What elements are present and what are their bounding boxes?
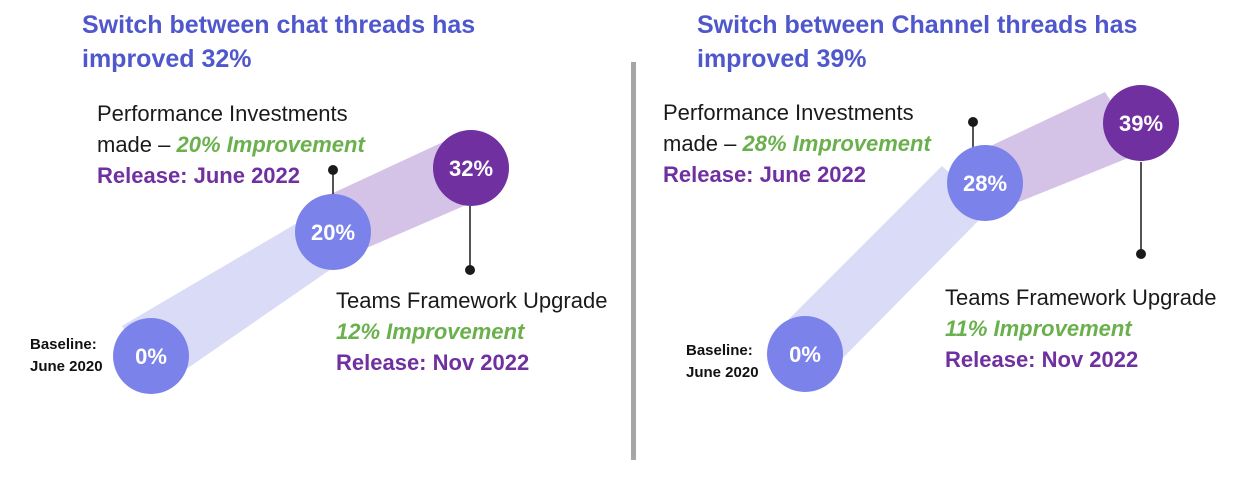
baseline-label-line1: Baseline:	[686, 342, 753, 359]
channel-threads-panel: Switch between Channel threads has impro…	[645, 0, 1248, 487]
investment-connector-dot	[968, 117, 978, 127]
investment-release: Release: June 2022	[97, 163, 301, 188]
baseline-label: Baseline: June 2020	[686, 340, 759, 384]
milestone-circle	[433, 130, 509, 206]
milestone-label: 28%	[963, 171, 1007, 196]
milestone-upgrade: 39%	[1103, 85, 1179, 161]
milestone-label: 0%	[135, 344, 167, 369]
baseline-label-line1: Baseline:	[30, 336, 97, 353]
investment-note: Performance Investments made – 28% Impro…	[663, 97, 931, 190]
investment-connector-dot	[328, 165, 338, 175]
milestone-circle	[947, 145, 1023, 221]
investment-improvement: 20% Improvement	[176, 132, 365, 157]
baseline-label: Baseline: June 2020	[30, 334, 103, 378]
upgrade-improvement: 11% Improvement	[945, 316, 1132, 341]
investment-note-line2: made – 20% Improvement	[97, 129, 365, 160]
channel-threads-title-line2: improved 39%	[697, 45, 867, 73]
chat-threads-title: Switch between chat threads has improved…	[82, 8, 475, 76]
upgrade-release: Release: Nov 2022	[336, 350, 530, 375]
upgrade-release: Release: Nov 2022	[945, 347, 1139, 372]
upgrade-note-title: Teams Framework Upgrade	[945, 285, 1217, 310]
channel-threads-progress-diagram: 0% 28% 39%	[767, 85, 1179, 392]
investment-note: Performance Investments made – 20% Impro…	[97, 98, 365, 191]
investment-note-line2: made – 28% Improvement	[663, 128, 931, 159]
chat-threads-title-line2: improved 32%	[82, 45, 252, 73]
milestone-label: 0%	[789, 342, 821, 367]
panel-divider	[631, 62, 636, 460]
milestone-label: 32%	[449, 156, 493, 181]
channel-threads-title: Switch between Channel threads has impro…	[697, 8, 1137, 76]
investment-note-title: Performance Investments	[663, 100, 914, 125]
investment-improvement: 28% Improvement	[742, 131, 931, 156]
upgrade-improvement: 12% Improvement	[336, 319, 525, 344]
investment-note-prefix: made –	[663, 131, 743, 156]
upgrade-note: Teams Framework Upgrade 11% Improvement …	[945, 282, 1216, 375]
milestone-label: 20%	[311, 220, 355, 245]
upgrade-note-title: Teams Framework Upgrade	[336, 288, 608, 313]
chat-threads-progress-diagram: 0% 20% 32%	[113, 130, 509, 394]
milestone-circle	[767, 316, 843, 392]
investment-note-prefix: made –	[97, 132, 177, 157]
milestone-investment: 28%	[947, 145, 1023, 221]
upgrade-connector-dot	[1136, 249, 1146, 259]
milestone-baseline: 0%	[113, 318, 189, 394]
chat-threads-title-line1: Switch between chat threads has	[82, 11, 476, 39]
milestone-circle	[295, 194, 371, 270]
upgrade-note: Teams Framework Upgrade 12% Improvement …	[336, 285, 607, 378]
milestone-circle	[1103, 85, 1179, 161]
investment-release: Release: June 2022	[663, 162, 867, 187]
chat-threads-panel: Switch between chat threads has improved…	[0, 0, 620, 487]
milestone-label: 39%	[1119, 111, 1163, 136]
milestone-circle	[113, 318, 189, 394]
band-baseline-to-investment	[778, 166, 989, 378]
upgrade-connector-dot	[465, 265, 475, 275]
milestone-baseline: 0%	[767, 316, 843, 392]
baseline-label-line2: June 2020	[686, 364, 759, 381]
baseline-label-line2: June 2020	[30, 358, 103, 375]
milestone-upgrade: 32%	[433, 130, 509, 206]
milestone-investment: 20%	[295, 194, 371, 270]
channel-threads-title-line1: Switch between Channel threads has	[697, 11, 1138, 39]
investment-note-title: Performance Investments	[97, 101, 348, 126]
